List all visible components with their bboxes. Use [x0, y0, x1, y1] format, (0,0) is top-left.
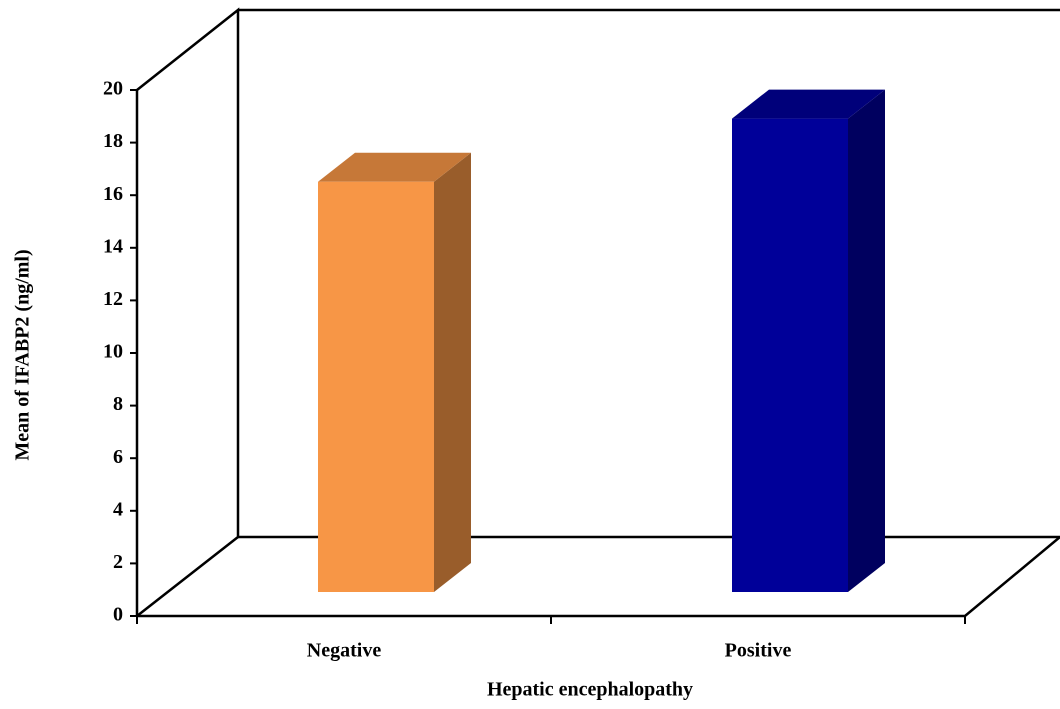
y-tick-label: 10 — [103, 341, 123, 363]
y-tick-label: 4 — [113, 498, 123, 520]
y-tick-label: 2 — [113, 551, 123, 573]
y-tick-label: 16 — [103, 183, 123, 205]
bar-side — [434, 152, 471, 592]
y-tick-label: 0 — [113, 604, 123, 626]
x-axis-title: Hepatic encephalopathy — [487, 679, 693, 701]
x-tick-label: Positive — [725, 640, 792, 662]
y-tick-label: 8 — [113, 393, 123, 415]
y-tick-label: 20 — [103, 78, 123, 100]
bar-side — [848, 89, 885, 592]
bar — [318, 181, 434, 592]
bar — [732, 118, 848, 592]
y-tick-label: 12 — [103, 288, 123, 310]
left-wall — [136, 7, 240, 617]
bar-top — [318, 152, 471, 182]
y-tick-label: 18 — [103, 130, 123, 152]
bar-top — [732, 89, 885, 119]
y-tick-label: 6 — [113, 446, 123, 468]
floor-edge — [137, 536, 1060, 618]
y-tick-label: 14 — [103, 235, 123, 257]
x-tick-label: Negative — [307, 640, 382, 662]
y-axis-title: Mean of IFABP2 (ng/ml) — [12, 249, 34, 460]
